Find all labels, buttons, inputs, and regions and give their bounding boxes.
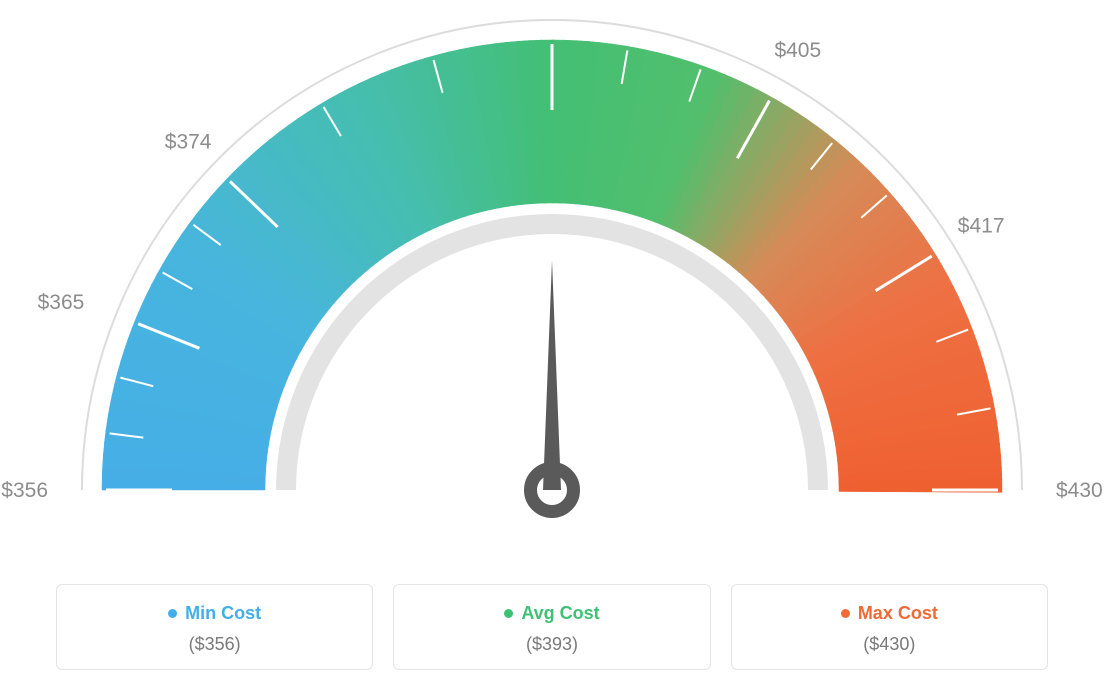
tick-label: $405 bbox=[774, 39, 821, 62]
legend-row: Min Cost ($356) Avg Cost ($393) Max Cost… bbox=[0, 584, 1104, 670]
legend-title-avg: Avg Cost bbox=[504, 603, 599, 624]
tick-label: $417 bbox=[958, 215, 1005, 238]
legend-title-min: Min Cost bbox=[168, 603, 261, 624]
legend-value-min: ($356) bbox=[67, 634, 362, 655]
legend-value-avg: ($393) bbox=[404, 634, 699, 655]
legend-dot-min bbox=[168, 609, 177, 618]
tick-label: $430 bbox=[1056, 479, 1103, 502]
legend-dot-avg bbox=[504, 609, 513, 618]
legend-dot-max bbox=[841, 609, 850, 618]
legend-title-max: Max Cost bbox=[841, 603, 938, 624]
legend-value-max: ($430) bbox=[742, 634, 1037, 655]
gauge-svg: $356$365$374$393$405$417$430 bbox=[0, 0, 1104, 560]
tick-label: $365 bbox=[38, 291, 85, 314]
legend-card-max: Max Cost ($430) bbox=[731, 584, 1048, 670]
legend-label-avg: Avg Cost bbox=[521, 603, 599, 624]
legend-card-min: Min Cost ($356) bbox=[56, 584, 373, 670]
needle bbox=[543, 260, 561, 490]
legend-label-max: Max Cost bbox=[858, 603, 938, 624]
tick-label: $356 bbox=[1, 479, 48, 502]
tick-label: $374 bbox=[165, 130, 212, 153]
gauge-container: $356$365$374$393$405$417$430 bbox=[0, 0, 1104, 560]
legend-card-avg: Avg Cost ($393) bbox=[393, 584, 710, 670]
legend-label-min: Min Cost bbox=[185, 603, 261, 624]
